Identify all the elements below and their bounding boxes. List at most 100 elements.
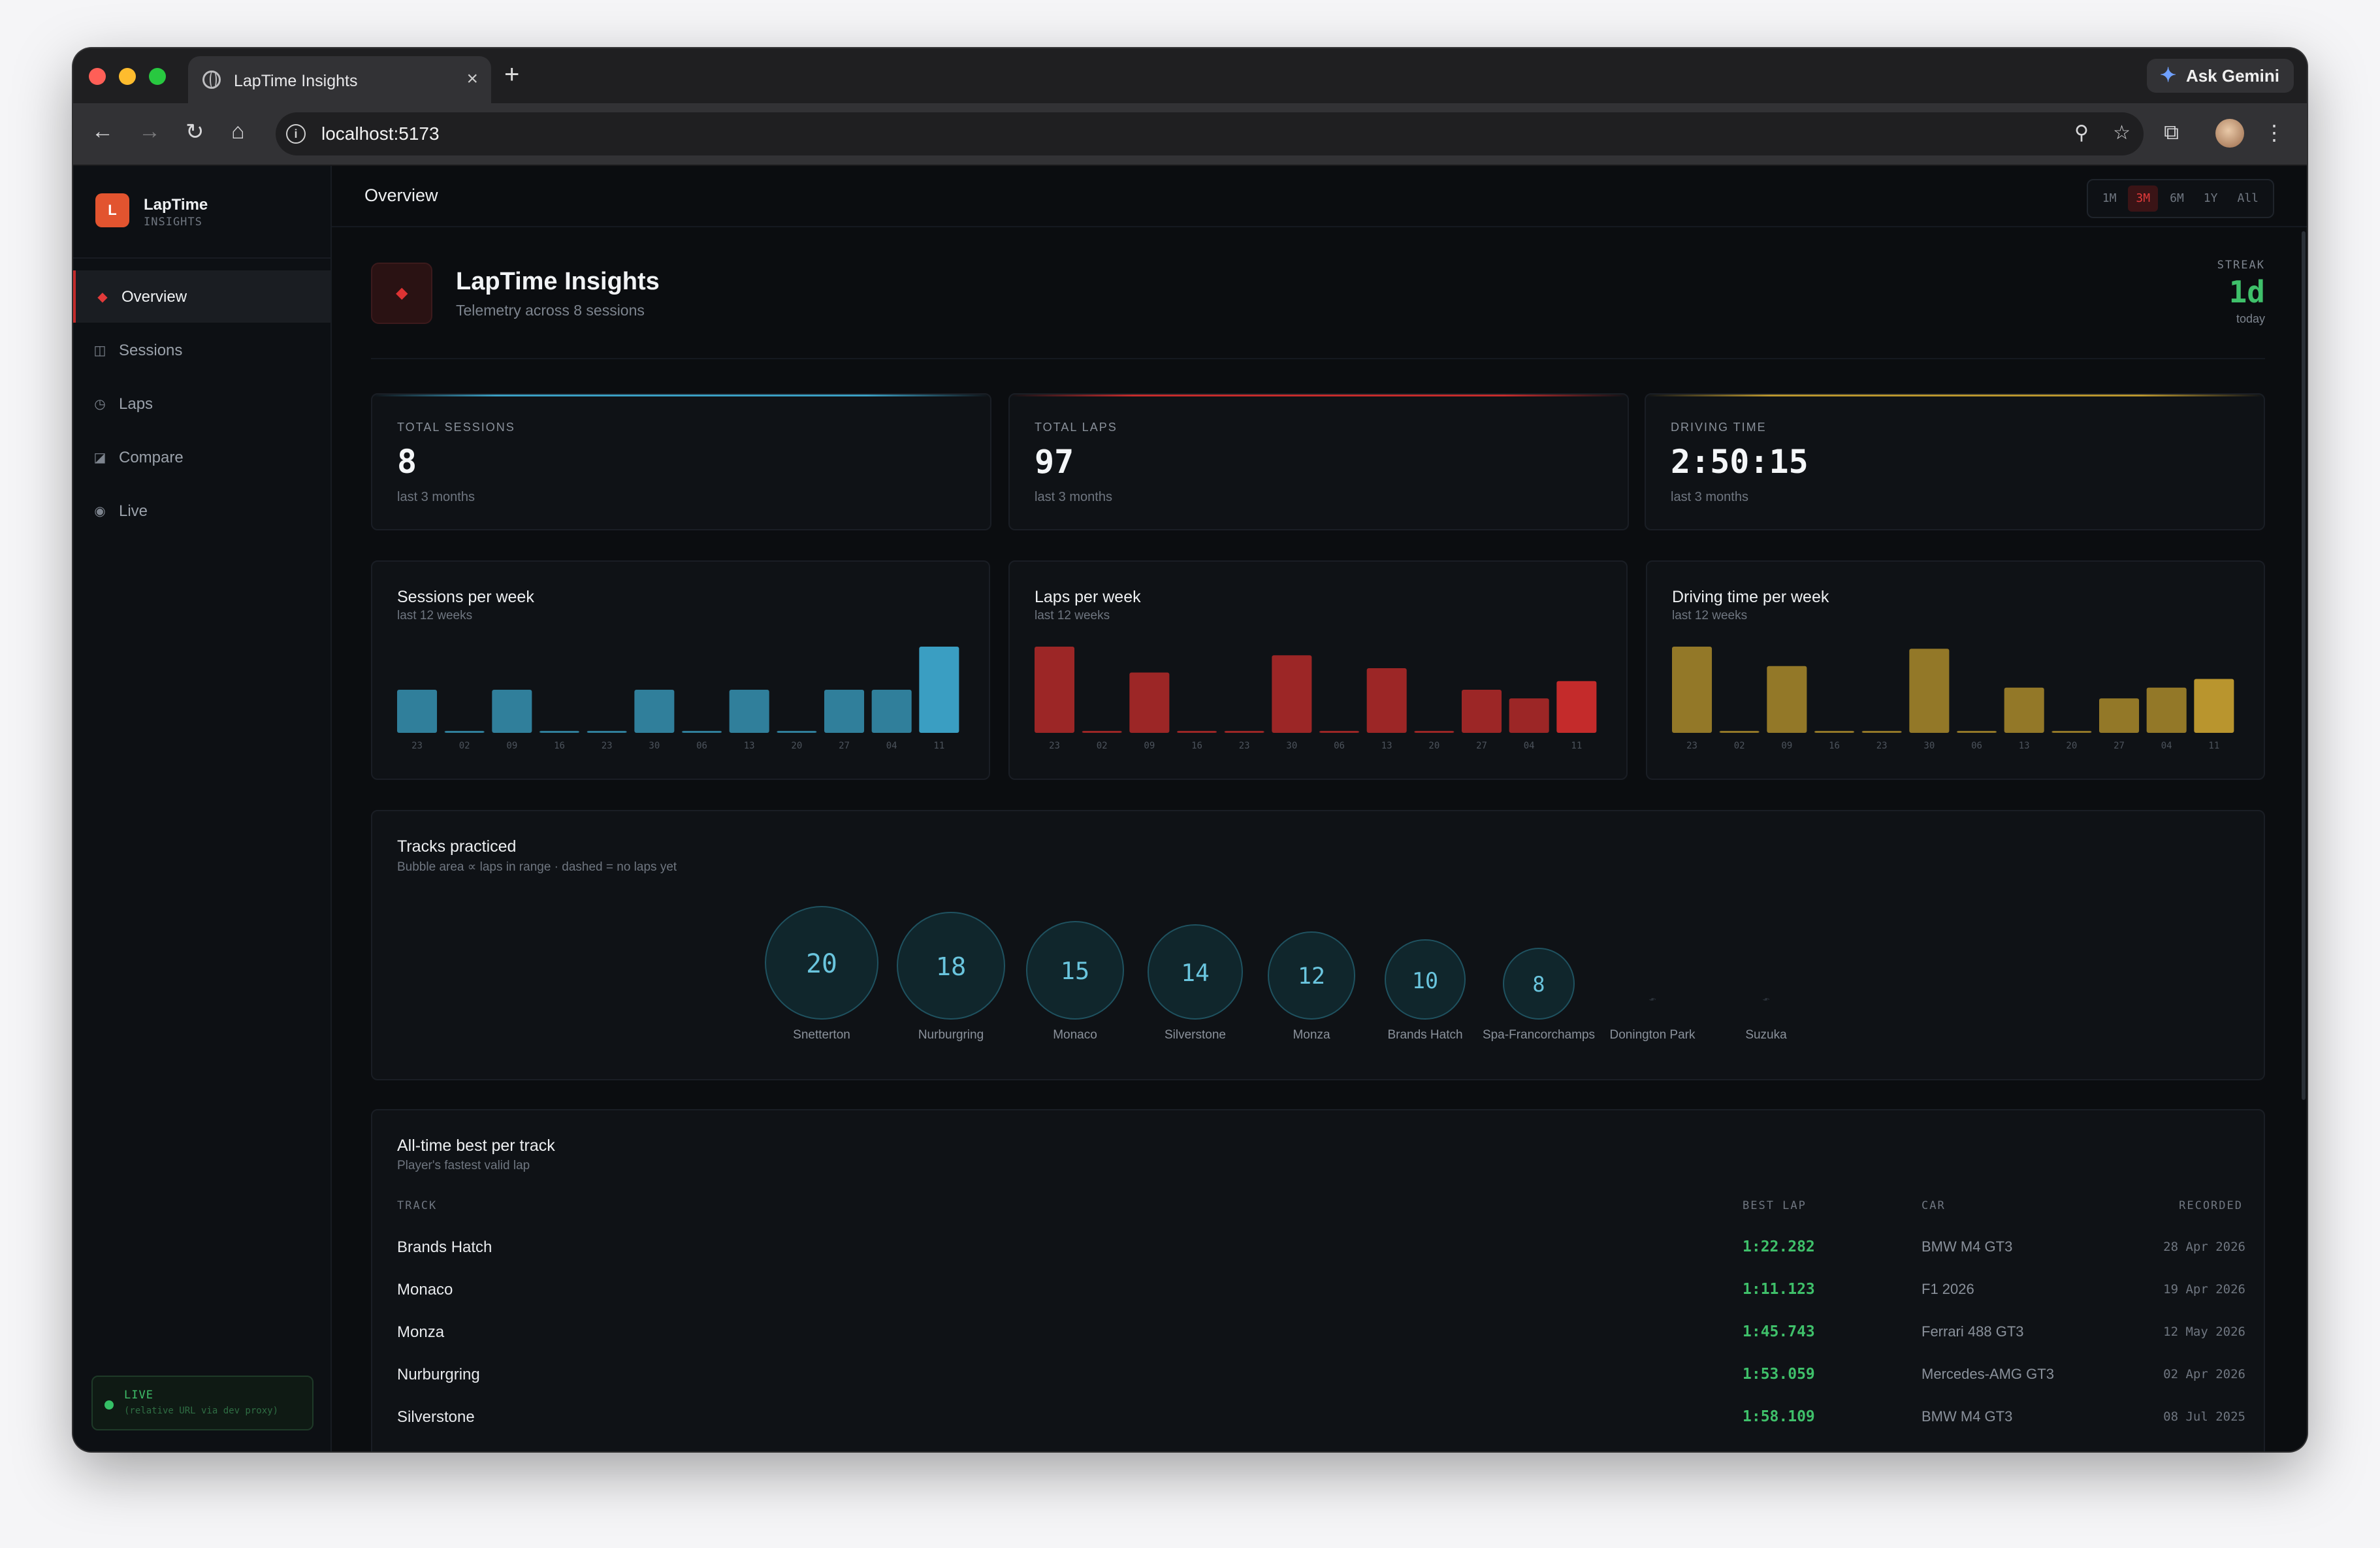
forward-arrow-icon[interactable]: →: [138, 119, 161, 144]
bar[interactable]: [1414, 731, 1455, 733]
bar[interactable]: [1366, 668, 1407, 733]
bar[interactable]: [587, 731, 627, 733]
track-bubble[interactable]: 14: [1148, 924, 1243, 1020]
new-tab-button[interactable]: +: [504, 60, 520, 89]
bar[interactable]: [1462, 690, 1502, 733]
x-tick-label: 27: [2114, 741, 2125, 751]
zoom-icon[interactable]: ⚲: [2074, 122, 2089, 144]
x-tick-label: 16: [1829, 741, 1840, 751]
reload-icon[interactable]: ↻: [185, 120, 204, 144]
home-icon[interactable]: ⌂: [231, 119, 245, 144]
column-header-track[interactable]: TRACK: [397, 1199, 438, 1212]
sessions-icon: ◫: [93, 344, 106, 358]
bar[interactable]: [444, 731, 485, 733]
bar[interactable]: [397, 690, 438, 733]
close-window-button[interactable]: [89, 68, 106, 85]
bar[interactable]: [1082, 731, 1122, 733]
close-tab-icon[interactable]: ×: [466, 68, 478, 89]
sidebar-item-overview[interactable]: ◆ Overview: [73, 270, 330, 323]
table-row[interactable]: Silverstone 1:58.109 BMW M4 GT3 08 Jul 2025: [397, 1395, 2245, 1437]
table-row[interactable]: Monza 1:45.743 Ferrari 488 GT3 12 May 2026: [397, 1310, 2245, 1352]
bar[interactable]: [1767, 666, 1807, 733]
bar[interactable]: [1957, 731, 1997, 733]
bar[interactable]: [1129, 672, 1170, 733]
bar[interactable]: [1814, 731, 1855, 733]
profile-avatar[interactable]: [2215, 119, 2244, 148]
kpi-total-sessions: TOTAL SESSIONS 8 last 3 months: [371, 393, 991, 530]
column-header-recorded[interactable]: RECORDED: [2179, 1199, 2243, 1212]
bookmark-star-icon[interactable]: ☆: [2113, 122, 2131, 144]
bar[interactable]: [2051, 731, 2092, 733]
site-info-icon[interactable]: i: [286, 124, 306, 144]
ask-gemini-button[interactable]: ✦ Ask Gemini: [2146, 59, 2294, 93]
live-dot-icon: [105, 1400, 114, 1410]
bar[interactable]: [1672, 647, 1713, 733]
bar[interactable]: [492, 690, 532, 733]
bar[interactable]: [1556, 681, 1597, 733]
bar[interactable]: [1319, 731, 1360, 733]
bar[interactable]: [2004, 687, 2044, 733]
cell-track: Monaco: [397, 1281, 453, 1298]
back-arrow-icon[interactable]: ←: [91, 119, 114, 144]
track-bubble[interactable]: 20: [765, 906, 878, 1020]
bar[interactable]: [777, 731, 817, 733]
address-bar[interactable]: i localhost:5173 ⚲ ☆: [276, 112, 2144, 155]
sidebar-item-live[interactable]: ◉ Live: [73, 485, 330, 537]
zoom-window-button[interactable]: [149, 68, 166, 85]
bar[interactable]: [871, 690, 912, 733]
browser-tab[interactable]: LapTime Insights ×: [188, 56, 491, 103]
bar[interactable]: [1272, 655, 1312, 733]
bar[interactable]: [1909, 649, 1950, 733]
menu-kebab-icon[interactable]: ⋮: [2264, 121, 2285, 144]
bar[interactable]: [2146, 687, 2187, 733]
track-bubble[interactable]: 15: [1025, 921, 1125, 1020]
gemini-star-icon: ✦: [2159, 65, 2177, 86]
scrollbar-thumb[interactable]: [2302, 231, 2306, 1100]
range-1y-button[interactable]: 1Y: [2203, 191, 2218, 205]
range-1m-button[interactable]: 1M: [2102, 191, 2117, 205]
bar[interactable]: [2099, 698, 2140, 733]
table-row[interactable]: Monaco 1:11.123 F1 2026 19 Apr 2026: [397, 1268, 2245, 1310]
bar[interactable]: [2194, 679, 2234, 734]
bar[interactable]: [1861, 731, 1902, 733]
bar[interactable]: [539, 731, 580, 733]
table-row[interactable]: Nurburgring 1:53.059 Mercedes-AMG GT3 02 Ap…: [397, 1353, 2245, 1395]
track-bubble[interactable]: 12: [1267, 931, 1356, 1020]
range-6m-button[interactable]: 6M: [2170, 191, 2184, 205]
track-bubble[interactable]: 10: [1385, 939, 1466, 1020]
cell-recorded: 08 Jul 2025: [2163, 1410, 2245, 1424]
sidebar-item-sessions[interactable]: ◫ Sessions: [73, 324, 330, 376]
bar[interactable]: [824, 690, 865, 733]
kpi-driving-time: DRIVING TIME 2:50:15 last 3 months: [1645, 393, 2265, 530]
section-subtitle: Bubble area ∝ laps in range · dashed = n…: [397, 860, 677, 874]
brand-logo: L: [95, 193, 129, 227]
bar[interactable]: [1177, 731, 1217, 733]
sidebar-item-label: Overview: [121, 288, 187, 306]
bar[interactable]: [634, 690, 675, 733]
bar[interactable]: [1035, 647, 1075, 733]
tab-search-icon[interactable]: ⧉: [2164, 120, 2179, 144]
column-header-best-lap[interactable]: BEST LAP: [1743, 1199, 1807, 1212]
range-all-button[interactable]: All: [2237, 191, 2259, 205]
bar[interactable]: [919, 647, 959, 733]
track-bubble[interactable]: 18: [897, 911, 1005, 1020]
section-subtitle: Player's fastest valid lap: [397, 1159, 530, 1172]
bar[interactable]: [682, 731, 722, 733]
window-controls: [89, 68, 166, 85]
compare-icon: ◪: [93, 451, 106, 465]
bar[interactable]: [1719, 731, 1760, 733]
track-bubble-empty[interactable]: [1649, 998, 1656, 1001]
track-bubble-empty[interactable]: [1763, 998, 1769, 1001]
sidebar-item-compare[interactable]: ◪ Compare: [73, 431, 330, 483]
track-bubble[interactable]: 8: [1502, 947, 1575, 1020]
kpi-accent-bar: [1010, 395, 1628, 396]
bar[interactable]: [729, 690, 769, 733]
table-row[interactable]: Brands Hatch 1:22.282 BMW M4 GT3 28 Apr 202…: [397, 1225, 2245, 1267]
url-text[interactable]: localhost:5173: [321, 123, 440, 144]
range-3m-button[interactable]: 3M: [2128, 185, 2159, 212]
bar[interactable]: [1509, 698, 1549, 733]
minimize-window-button[interactable]: [119, 68, 136, 85]
bar[interactable]: [1224, 731, 1264, 733]
column-header-car[interactable]: CAR: [1922, 1199, 1946, 1212]
sidebar-item-laps[interactable]: ◷ Laps: [73, 378, 330, 430]
